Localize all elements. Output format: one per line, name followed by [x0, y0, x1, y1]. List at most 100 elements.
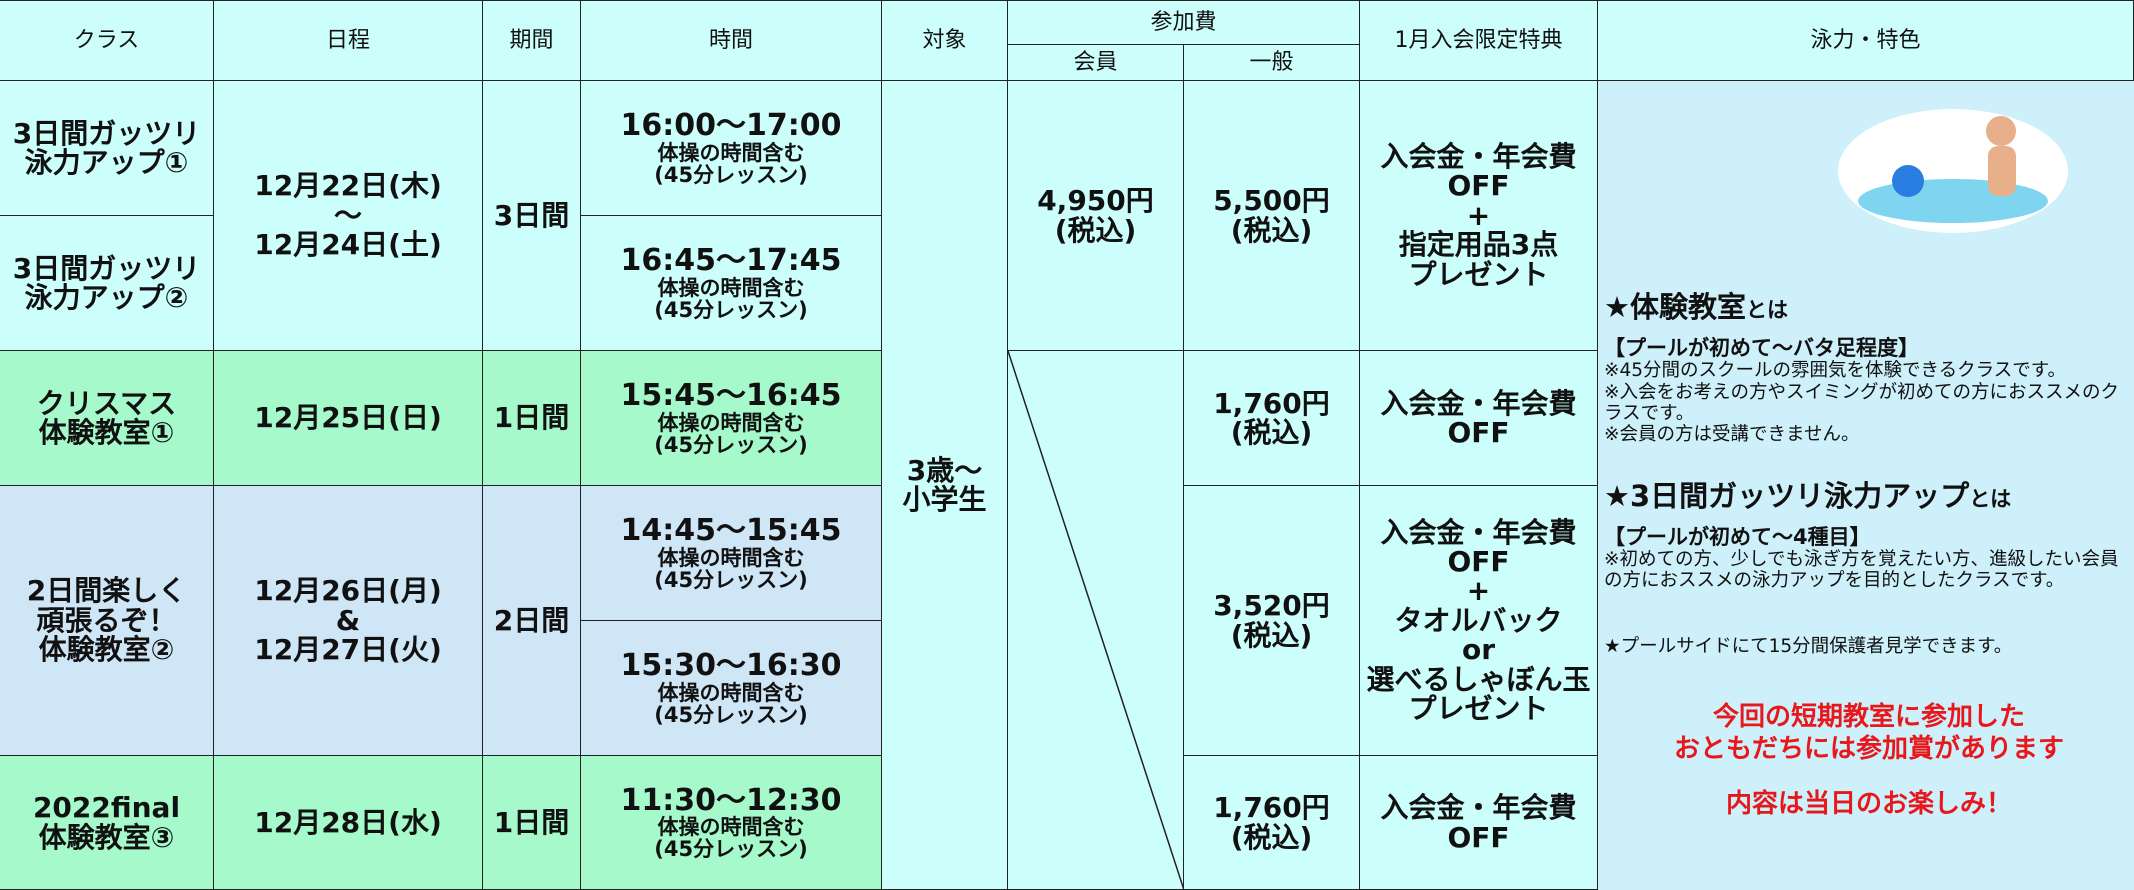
cell-text: 選べるしゃぼん玉	[1366, 662, 1591, 696]
class-cell: 2日間楽しく 頑張るぞ！ 体験教室②	[0, 486, 214, 756]
schedule-cell: 12月26日(月) & 12月27日(火)	[214, 486, 483, 756]
cell-text: OFF	[1447, 169, 1510, 203]
header-cell: 1月入会限定特典	[1360, 1, 1598, 81]
cell-text: (税込)	[1230, 618, 1313, 652]
cell-text: 3,520円	[1213, 589, 1330, 623]
cell-text: 14:45～15:45	[620, 513, 842, 549]
time-cell: 16:45～17:45 体操の時間含む (45分レッスン)	[581, 216, 882, 351]
time-cell: 15:45～16:45 体操の時間含む (45分レッスン)	[581, 351, 882, 486]
class-cell: クリスマス 体験教室①	[0, 351, 214, 486]
cell-text: 頑張るぞ！	[36, 603, 177, 637]
cell-text: クラス	[73, 27, 140, 53]
header-cell: 泳力・特色	[1598, 1, 2134, 81]
benefit-cell: 入会金・年会費 OFF + 指定用品3点 プレゼント	[1360, 81, 1598, 351]
cell-text: 体験教室②	[38, 633, 175, 667]
diagonal	[1008, 351, 1184, 890]
note: ※入会をお考えの方やスイミングが初めての方におススメのクラスです。	[1604, 381, 2120, 425]
benefit-cell: 入会金・年会費 OFF + タオルバック or 選べるしゃぼん玉 プレゼント	[1360, 486, 1598, 756]
member-fee-cell: 4,950円 (税込)	[1008, 81, 1184, 351]
cell-text: (税込)	[1054, 213, 1137, 247]
target-cell: 3歳～ 小学生	[882, 81, 1008, 890]
cell-text: (45分レッスン)	[654, 432, 808, 457]
cell-text: (45分レッスン)	[654, 297, 808, 322]
cell-text: (45分レッスン)	[654, 702, 808, 727]
cell-text: 12月28日(水)	[254, 805, 442, 839]
cell-text: 2日間楽しく	[26, 574, 187, 608]
cell-text: 12月24日(土)	[254, 228, 442, 262]
cell-text: 時間	[708, 27, 753, 53]
class-cell: 3日間ガッツリ 泳力アップ②	[0, 216, 214, 351]
time-cell: 15:30～16:30 体操の時間含む (45分レッスン)	[581, 621, 882, 756]
time-cell: 14:45～15:45 体操の時間含む (45分レッスン)	[581, 486, 882, 621]
header-cell: 参加費	[1008, 1, 1360, 45]
cell-text: +	[1466, 574, 1491, 608]
schedule-cell: 12月22日(木) ～ 12月24日(土)	[214, 81, 483, 351]
cell-text: 体操の時間含む	[657, 815, 805, 840]
period-cell: 3日間	[483, 81, 581, 351]
cell-text: 1月入会限定特典	[1394, 27, 1563, 53]
cell-text: 泳力アップ②	[24, 281, 189, 314]
cell-text: 期間	[509, 27, 554, 53]
cell-text: OFF	[1447, 820, 1510, 854]
header-cell: 期間	[483, 1, 581, 81]
cell-text: 体験教室①	[38, 416, 175, 449]
cell-text: 1,760円	[1213, 386, 1330, 420]
cell-text: 1日間	[493, 401, 570, 435]
heading: ★3日間ガッツリ泳力アップとは	[1604, 478, 2012, 513]
cell-text: or	[1461, 633, 1496, 667]
cell-text: クリスマス	[36, 386, 177, 420]
cell-text: 4,950円	[1037, 184, 1154, 218]
cell-text: 入会金・年会費	[1380, 791, 1577, 825]
header-cell: 対象	[882, 1, 1008, 81]
time-cell: 16:00～17:00 体操の時間含む (45分レッスン)	[581, 81, 882, 216]
prize-text: おともだちには参加賞があります	[1673, 734, 2064, 765]
header-cell: クラス	[0, 1, 214, 81]
cell-text: (45分レッスン)	[654, 567, 808, 592]
cell-text: 入会金・年会費	[1380, 386, 1577, 420]
period-cell: 1日間	[483, 756, 581, 890]
cell-text: 1,760円	[1213, 791, 1330, 825]
cell-text: プレゼント	[1408, 691, 1549, 725]
cell-text: 小学生	[902, 483, 987, 516]
cell-text: &	[335, 603, 361, 637]
schedule-cell: 12月28日(水)	[214, 756, 483, 890]
cell-text: 15:30～16:30	[620, 648, 842, 684]
cell-text: 2日間	[493, 603, 570, 637]
general-fee-cell: 5,500円 (税込)	[1184, 81, 1360, 351]
class-cell: 2022final 体験教室③	[0, 756, 214, 890]
cell-text: (税込)	[1230, 820, 1313, 854]
cell-text: 体操の時間含む	[657, 275, 805, 300]
cell-text: 体操の時間含む	[657, 140, 805, 165]
cell-text: 入会金・年会費	[1380, 140, 1577, 174]
cell-text: タオルバック	[1394, 603, 1563, 637]
level: 【プールが初めて～4種目】	[1604, 524, 1871, 549]
cell-text: 16:00～17:00	[620, 108, 842, 144]
prize-text: 今回の短期教室に参加した	[1712, 701, 2025, 732]
benefit-cell: 入会金・年会費 OFF	[1360, 351, 1598, 486]
cell-text: 5,500円	[1213, 184, 1330, 218]
cell-text: 11:30～12:30	[620, 782, 842, 818]
note: ※45分間のスクールの雰囲気を体験できるクラスです。	[1604, 360, 2066, 382]
cell-text: 体操の時間含む	[657, 410, 805, 435]
cell-text: 会員	[1073, 49, 1118, 75]
cell-text: (45分レッスン)	[654, 837, 808, 862]
header-cell: 日程	[214, 1, 483, 81]
cell-text: (45分レッスン)	[654, 162, 808, 187]
cell-text: OFF	[1447, 545, 1510, 579]
cell-text: 3日間ガッツリ	[12, 116, 201, 150]
cell-text: 体験教室③	[38, 820, 175, 854]
cell-text: (税込)	[1230, 213, 1313, 247]
note: ※会員の方は受講できません。	[1604, 424, 1860, 446]
cell-text: ～	[333, 198, 362, 232]
level: 【プールが初めて～バタ足程度】	[1604, 336, 1919, 361]
header-cell: 時間	[581, 1, 882, 81]
cell-text: プレゼント	[1408, 257, 1549, 291]
cell-text: 12月27日(火)	[254, 633, 442, 667]
schedule-cell: 12月25日(日)	[214, 351, 483, 486]
cell-text: 12月22日(木)	[254, 169, 442, 203]
prize-note: 内容は当日のお楽しみ！	[1725, 788, 2012, 819]
cell-text: 3日間ガッツリ	[12, 251, 201, 285]
period-cell: 1日間	[483, 351, 581, 486]
cell-text: 1日間	[493, 805, 570, 839]
cell-text: +	[1466, 198, 1491, 232]
